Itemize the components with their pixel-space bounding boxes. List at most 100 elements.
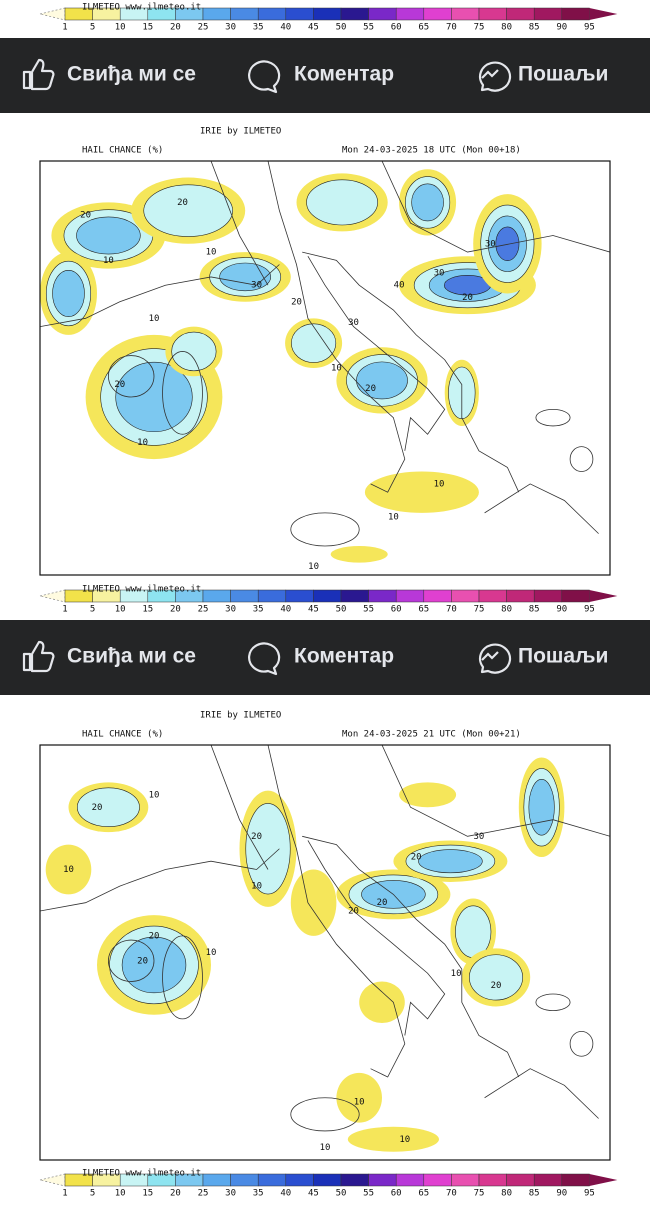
colorbar-segment [533, 1173, 563, 1187]
colorbar-label: 5 [90, 605, 95, 615]
colorbar-segment [423, 589, 452, 603]
share-label: Пошаљи [518, 63, 608, 86]
colorbar-label: 65 [418, 605, 429, 615]
island [535, 993, 571, 1012]
map-time: Mon 24-03-2025 21 UTC (Mon 00+21) [342, 730, 521, 740]
map-frame [39, 160, 611, 576]
colorbar-label: 10 [115, 605, 126, 615]
contour-label: 10 [137, 438, 148, 448]
colorbar-segment [202, 7, 231, 21]
colorbar-tip [39, 7, 66, 21]
colorbar-segment [285, 589, 314, 603]
colorbar-segment [451, 589, 480, 603]
like-button[interactable]: Свиђа ми се [22, 640, 196, 673]
hail-contour [364, 471, 479, 513]
colorbar-label: 30 [225, 605, 236, 615]
contour-label: 10 [331, 364, 342, 374]
hail-contour [399, 782, 457, 808]
like-button[interactable]: Свиђа ми се [22, 58, 196, 91]
contour-label: 10 [451, 969, 462, 979]
like-icon [22, 640, 55, 673]
colorbar-segment [506, 589, 535, 603]
colorbar-label: 10 [115, 23, 126, 33]
coastline [484, 483, 599, 534]
comment-label: Коментар [294, 645, 394, 668]
colorbar-label: 40 [280, 23, 291, 33]
island [107, 355, 155, 398]
colorbar-label: 20 [170, 23, 181, 33]
hail-contour [121, 936, 187, 994]
colorbar-tip [39, 1173, 66, 1187]
messenger-icon [478, 643, 512, 674]
colorbar-segment [533, 589, 563, 603]
contour-label: 20 [114, 380, 125, 390]
map-time: Mon 24-03-2025 18 UTC (Mon 00+18) [342, 146, 521, 156]
hail-contour [143, 184, 233, 237]
share-button[interactable]: Пошаљи [478, 643, 608, 674]
hail-contour [347, 1126, 439, 1152]
colorbar-credit: ILMETEO www.ilmeteo.it [82, 3, 201, 13]
colorbar-label: 25 [198, 605, 209, 615]
island [569, 1030, 594, 1057]
hail-contour [171, 331, 217, 372]
colorbar-segment [533, 7, 563, 21]
hail-contour [306, 179, 378, 226]
colorbar-label: 40 [280, 1189, 291, 1199]
colorbar-label: 1 [62, 605, 67, 615]
contour-label: 20 [377, 898, 388, 908]
contour-label: 20 [491, 981, 502, 991]
action-bar [0, 620, 650, 695]
colorbar-label: 85 [529, 23, 540, 33]
comment-button[interactable]: Коментар [248, 642, 394, 676]
colorbar-label: 15 [142, 605, 153, 615]
colorbar-segment [313, 7, 342, 21]
messenger-bolt [481, 69, 499, 79]
contour-label: 20 [80, 210, 91, 220]
contour-label: 10 [354, 1097, 365, 1107]
colorbar-segment [451, 7, 480, 21]
coastline [40, 848, 280, 912]
island [107, 939, 155, 982]
colorbar-label: 70 [446, 605, 457, 615]
colorbar-credit: ILMETEO www.ilmeteo.it [82, 1169, 201, 1179]
contour-label: 20 [149, 931, 160, 941]
comment-icon [248, 642, 281, 676]
hail-contour [411, 183, 444, 222]
colorbar-label: 65 [418, 1189, 429, 1199]
island [290, 1097, 360, 1132]
comment-button[interactable]: Коментар [248, 60, 394, 94]
colorbar-label: 95 [584, 1189, 595, 1199]
like-label: Свиђа ми се [67, 63, 196, 86]
hail-contour [495, 226, 520, 261]
map-frame [39, 744, 611, 1161]
colorbar-segment [313, 589, 342, 603]
colorbar-segment [285, 7, 314, 21]
island [290, 512, 360, 547]
colorbar-label: 90 [556, 605, 567, 615]
hail-contour [245, 803, 291, 895]
share-button[interactable]: Пошаљи [478, 61, 608, 92]
coastline [484, 1068, 599, 1119]
colorbar-label: 40 [280, 605, 291, 615]
contour-label: 20 [137, 956, 148, 966]
hail-contour [52, 269, 85, 317]
colorbar-label: 45 [308, 605, 319, 615]
contour-label: 10 [320, 1143, 331, 1153]
hail-contour [45, 844, 92, 895]
contour-label: 10 [251, 882, 262, 892]
contour-label: 10 [206, 248, 217, 258]
colorbar-label: 95 [584, 23, 595, 33]
map-source: IRIE by ILMETEO [200, 711, 281, 721]
colorbar-label: 75 [474, 23, 485, 33]
colorbar-segment [202, 1173, 231, 1187]
colorbar-label: 15 [142, 23, 153, 33]
colorbar-segment [506, 1173, 535, 1187]
contour-label: 10 [434, 479, 445, 489]
colorbar-label: 60 [391, 605, 402, 615]
contour-label: 10 [388, 513, 399, 523]
colorbar-label: 90 [556, 1189, 567, 1199]
colorbar-label: 80 [501, 23, 512, 33]
colorbar-label: 1 [62, 23, 67, 33]
comment-icon [248, 60, 281, 94]
colorbar-segment [478, 589, 507, 603]
